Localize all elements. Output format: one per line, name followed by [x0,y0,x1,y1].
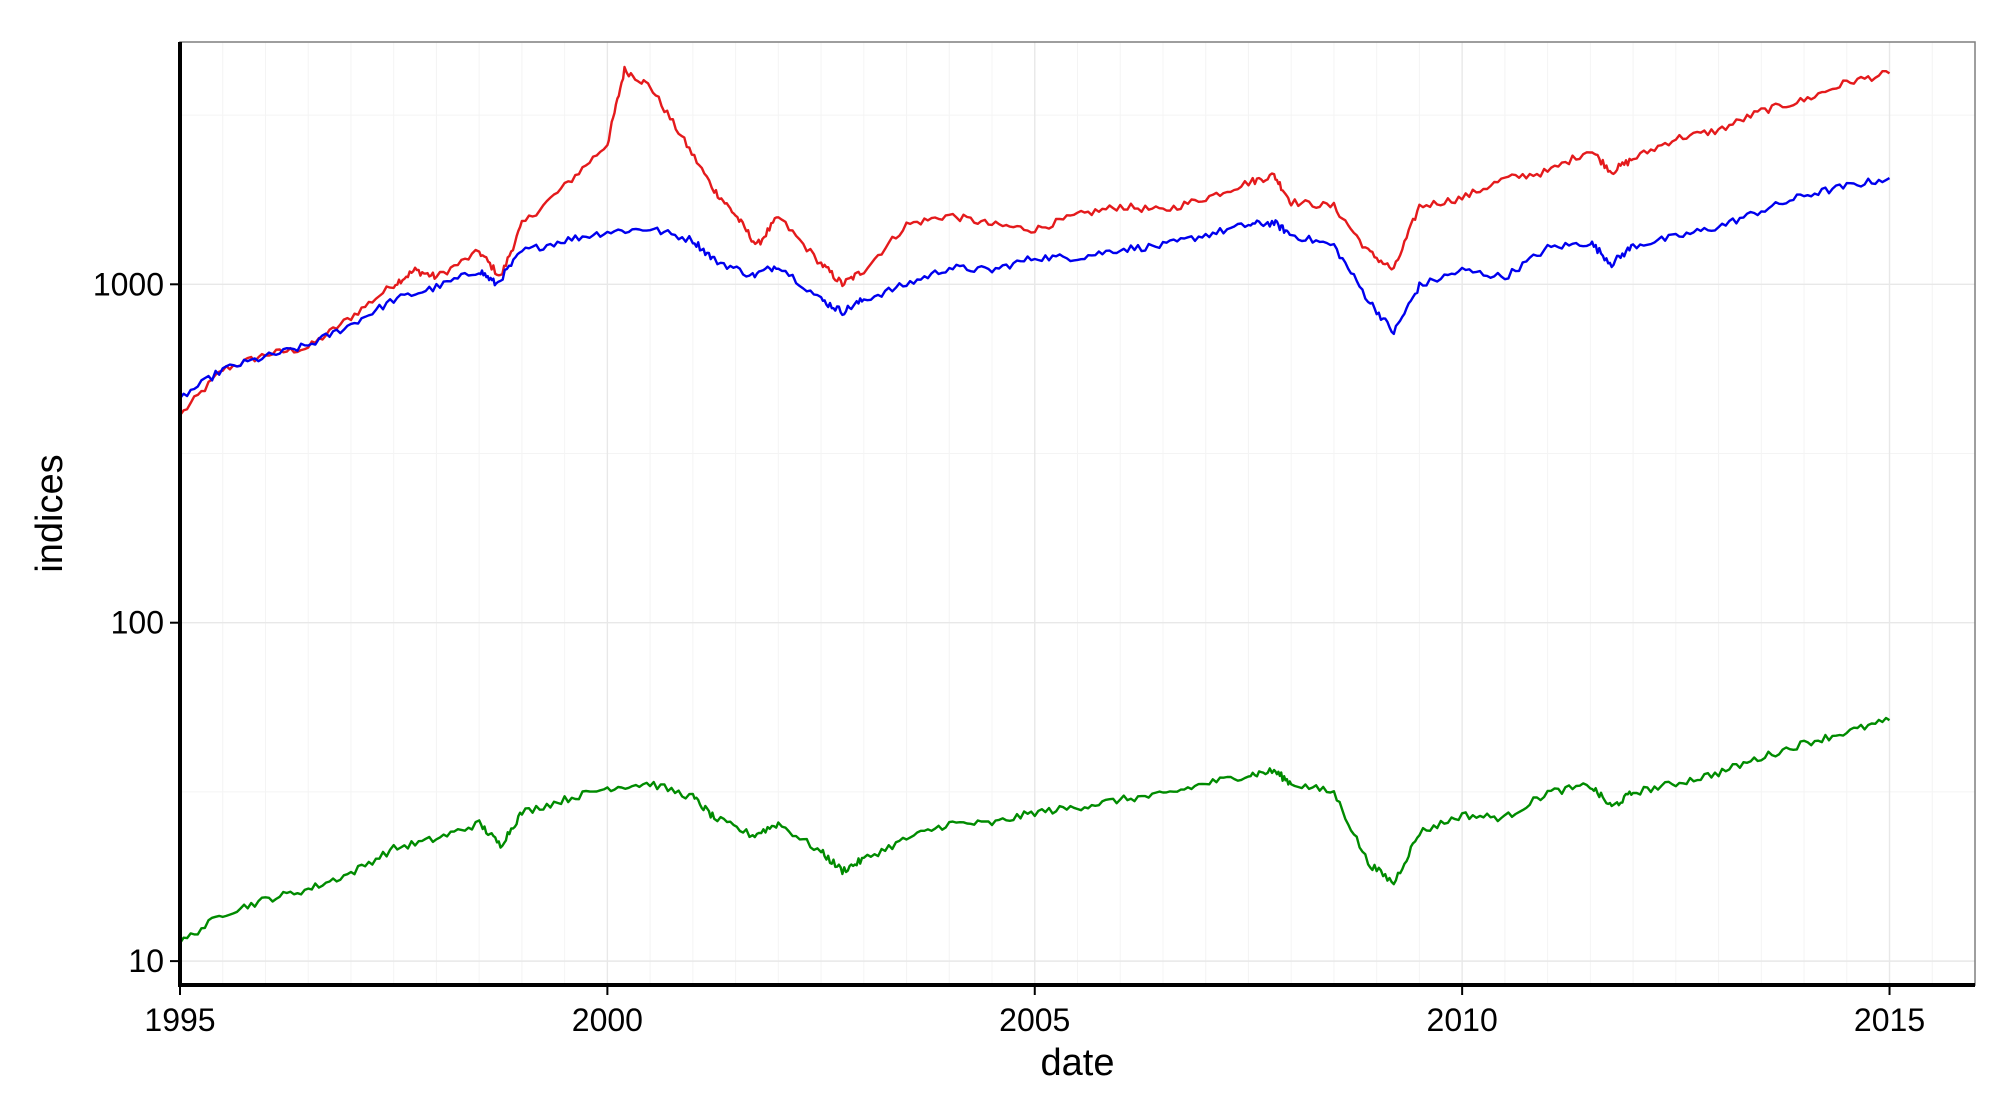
x-tick-label: 2010 [1427,1002,1498,1038]
x-tick-label: 1995 [144,1002,215,1038]
x-tick-label: 2005 [999,1002,1070,1038]
series-line-2 [179,177,1891,400]
y-axis-ticks: 10 100 1000 [93,266,180,979]
y-axis-title: indices [29,454,71,572]
y-tick-label: 100 [111,605,164,641]
y-tick-label: 10 [128,943,164,979]
x-axis-title: date [1041,1042,1115,1084]
series-line-3 [178,716,1891,944]
x-tick-label: 2000 [572,1002,643,1038]
x-axis-ticks: 1995 2000 2005 2010 2015 [144,985,1925,1038]
y-tick-label: 1000 [93,266,164,302]
x-tick-label: 2015 [1854,1002,1925,1038]
series-line-1 [179,65,1891,417]
series-layer [178,65,1891,944]
